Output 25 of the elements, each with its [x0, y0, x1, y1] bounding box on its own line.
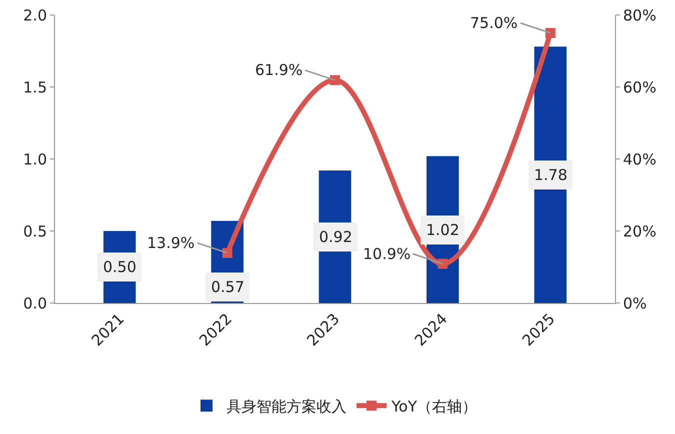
data-label: 0.57: [211, 278, 244, 296]
y-tick-label: 1.5: [23, 78, 47, 96]
y-tick-label: 2.0: [23, 6, 47, 24]
data-label: 0.92: [319, 228, 352, 246]
point: [222, 248, 232, 258]
data-label: 61.9%: [255, 61, 303, 79]
point: [438, 258, 448, 269]
y-tick-label: 0.5: [23, 222, 47, 240]
y2-tick-label: 80%: [623, 6, 656, 24]
point: [330, 75, 340, 86]
y2-tick-label: 20%: [623, 222, 656, 240]
legend-label: YoY（右轴）: [390, 398, 478, 416]
data-label: 1.02: [426, 221, 460, 239]
y2-tick-label: 40%: [623, 150, 656, 168]
point: [545, 28, 556, 38]
data-label: 75.0%: [470, 14, 518, 32]
data-label: 13.9%: [147, 234, 195, 252]
data-label: 10.9%: [363, 245, 411, 263]
data-label: 0.50: [103, 258, 136, 276]
y-tick-label: 0.0: [23, 294, 47, 312]
data-label: 1.78: [534, 166, 568, 184]
y2-tick-label: 0%: [623, 294, 647, 312]
legend-label: 具身智能方案收入: [226, 398, 346, 416]
y2-tick-label: 60%: [623, 78, 656, 96]
y-tick-label: 1.0: [23, 150, 47, 168]
